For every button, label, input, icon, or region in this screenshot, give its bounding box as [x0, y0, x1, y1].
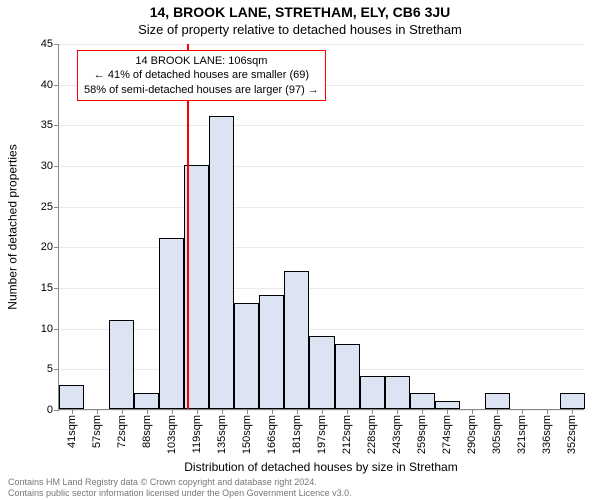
- x-tick-mark: [372, 409, 373, 414]
- x-tick-mark: [222, 409, 223, 414]
- x-tick-mark: [172, 409, 173, 414]
- x-tick-mark: [197, 409, 198, 414]
- x-tick-mark: [147, 409, 148, 414]
- y-tick-label: 5: [47, 363, 53, 375]
- x-tick-mark: [472, 409, 473, 414]
- x-tick-mark: [497, 409, 498, 414]
- gridline: [59, 44, 584, 45]
- gridline: [59, 166, 584, 167]
- x-tick-mark: [447, 409, 448, 414]
- footer-line-1: Contains HM Land Registry data © Crown c…: [8, 477, 352, 487]
- y-axis-label: Number of detached properties: [6, 44, 20, 410]
- y-tick-label: 0: [47, 404, 53, 416]
- x-tick-label: 103sqm: [166, 415, 178, 454]
- histogram-bar: [209, 116, 234, 409]
- x-tick-label: 228sqm: [366, 415, 378, 454]
- y-tick-label: 20: [41, 241, 53, 253]
- x-tick-label: 166sqm: [266, 415, 278, 454]
- footer-attribution: Contains HM Land Registry data © Crown c…: [8, 477, 352, 498]
- x-tick-label: 41sqm: [66, 415, 78, 448]
- y-tick-mark: [54, 44, 59, 45]
- x-tick-label: 181sqm: [291, 415, 303, 454]
- histogram-bar: [134, 393, 159, 409]
- y-tick-label: 10: [41, 323, 53, 335]
- y-tick-mark: [54, 166, 59, 167]
- x-tick-label: 197sqm: [316, 415, 328, 454]
- x-tick-mark: [572, 409, 573, 414]
- callout-line: 14 BROOK LANE: 106sqm: [84, 54, 319, 68]
- x-tick-label: 274sqm: [441, 415, 453, 454]
- histogram-bar: [59, 385, 84, 409]
- x-tick-label: 150sqm: [241, 415, 253, 454]
- y-tick-mark: [54, 410, 59, 411]
- x-tick-mark: [297, 409, 298, 414]
- x-tick-mark: [322, 409, 323, 414]
- histogram-bar: [560, 393, 585, 409]
- x-tick-mark: [422, 409, 423, 414]
- x-tick-label: 352sqm: [566, 415, 578, 454]
- callout-line: 58% of semi-detached houses are larger (…: [84, 83, 319, 97]
- plot-area: 05101520253035404541sqm57sqm72sqm88sqm10…: [58, 44, 584, 410]
- chart-root: 14, BROOK LANE, STRETHAM, ELY, CB6 3JU S…: [0, 0, 600, 500]
- footer-line-2: Contains public sector information licen…: [8, 488, 352, 498]
- x-tick-label: 259sqm: [416, 415, 428, 454]
- x-tick-mark: [547, 409, 548, 414]
- y-tick-mark: [54, 125, 59, 126]
- y-tick-mark: [54, 329, 59, 330]
- x-tick-label: 212sqm: [341, 415, 353, 454]
- x-tick-mark: [397, 409, 398, 414]
- y-tick-mark: [54, 247, 59, 248]
- gridline: [59, 247, 584, 248]
- x-tick-label: 290sqm: [466, 415, 478, 454]
- x-tick-mark: [72, 409, 73, 414]
- reference-callout: 14 BROOK LANE: 106sqm← 41% of detached h…: [77, 50, 326, 101]
- y-tick-mark: [54, 207, 59, 208]
- x-tick-label: 305sqm: [491, 415, 503, 454]
- gridline: [59, 329, 584, 330]
- histogram-bar: [309, 336, 334, 409]
- x-tick-mark: [97, 409, 98, 414]
- histogram-bar: [435, 401, 460, 409]
- y-tick-label: 45: [41, 38, 53, 50]
- x-tick-mark: [247, 409, 248, 414]
- callout-line: ← 41% of detached houses are smaller (69…: [84, 68, 319, 82]
- y-tick-label: 40: [41, 79, 53, 91]
- gridline: [59, 207, 584, 208]
- y-tick-label: 35: [41, 119, 53, 131]
- x-axis-label: Distribution of detached houses by size …: [58, 460, 584, 474]
- histogram-bar: [485, 393, 510, 409]
- x-tick-label: 72sqm: [116, 415, 128, 448]
- chart-title: 14, BROOK LANE, STRETHAM, ELY, CB6 3JU: [0, 4, 600, 20]
- x-tick-label: 57sqm: [91, 415, 103, 448]
- histogram-bar: [360, 376, 385, 409]
- y-tick-mark: [54, 288, 59, 289]
- histogram-bar: [109, 320, 134, 409]
- x-tick-mark: [272, 409, 273, 414]
- gridline: [59, 288, 584, 289]
- x-tick-label: 321sqm: [516, 415, 528, 454]
- histogram-bar: [234, 303, 259, 409]
- x-tick-label: 243sqm: [391, 415, 403, 454]
- x-tick-label: 336sqm: [541, 415, 553, 454]
- histogram-bar: [159, 238, 184, 409]
- y-tick-label: 25: [41, 201, 53, 213]
- histogram-bar: [385, 376, 410, 409]
- y-tick-label: 30: [41, 160, 53, 172]
- x-tick-label: 119sqm: [191, 415, 203, 453]
- x-tick-label: 135sqm: [216, 415, 228, 454]
- histogram-bar: [259, 295, 284, 409]
- x-tick-mark: [122, 409, 123, 414]
- histogram-bar: [284, 271, 309, 409]
- histogram-bar: [335, 344, 360, 409]
- y-tick-mark: [54, 85, 59, 86]
- x-tick-mark: [522, 409, 523, 414]
- histogram-bar: [410, 393, 435, 409]
- x-tick-mark: [347, 409, 348, 414]
- x-tick-label: 88sqm: [141, 415, 153, 448]
- gridline: [59, 125, 584, 126]
- y-tick-label: 15: [41, 282, 53, 294]
- y-tick-mark: [54, 369, 59, 370]
- chart-subtitle: Size of property relative to detached ho…: [0, 22, 600, 37]
